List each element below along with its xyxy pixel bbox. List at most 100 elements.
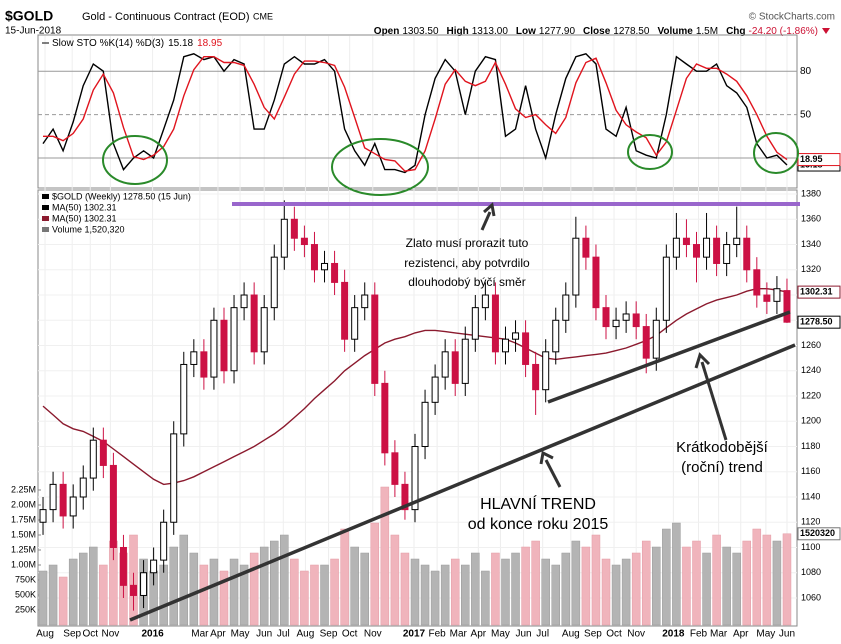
candle-body [783,290,791,323]
volume-bar [722,546,731,626]
candle-body [59,483,67,517]
candle-body [220,319,228,372]
x-tick-label: Oct [606,629,622,640]
candle-body [471,307,479,340]
candle-body [461,338,469,384]
candle-body [572,237,580,296]
annotation-shapes [102,132,800,622]
volume-bar [219,570,229,626]
volume-bar [491,552,500,626]
x-tick-label: Nov [627,629,645,640]
candle-body [250,294,258,353]
volume-bar [89,546,98,626]
y-tick-label: 1180 [801,441,820,451]
quote-value: -24.20 (-1.86%) [749,26,818,37]
candle-body [260,307,268,353]
volume-bar [762,534,772,626]
volume-bar [340,528,349,626]
x-tick-label: Aug [562,629,580,640]
volume-bar [380,486,390,626]
short-trend-line [547,310,791,404]
candle-body [592,256,600,309]
line [43,56,788,172]
line [42,288,788,486]
candle-body [512,332,520,340]
x-tick-label: 2016 [141,629,164,640]
volume-bar [239,564,249,626]
y2-tick-label: 1.25M [11,544,36,554]
y-tick-label: 80 [800,66,812,77]
x-tick-label: Jun [256,629,272,640]
x-tick-label: Apr [471,629,487,640]
x-tick-label: Mar [450,629,468,640]
end-label: 1278.50 [800,317,833,327]
volume-bar [179,534,189,626]
x-tick-label: May [231,629,250,640]
volume-bar [531,540,540,626]
x-tick-label: Nov [101,629,119,640]
candle-body [371,294,379,384]
legend-text: Slow STO %K(14) %D(3) [52,38,164,49]
y-tick-label: 1340 [801,239,821,249]
quote-value: 1277.90 [539,26,576,37]
source: © StockCharts.com [749,12,835,23]
volume-bar [682,546,691,626]
candle-body [310,244,318,271]
candle-body [642,326,650,359]
line [42,53,788,174]
volume-bar [78,552,88,626]
y-tick-label: 1200 [801,416,821,426]
exchange: CME [253,11,273,21]
candle-body [632,313,640,328]
candle-body [582,237,590,258]
candle-body [351,307,359,340]
candle-body [119,546,127,586]
quote-value: 1303.50 [402,26,439,37]
candle-body [491,294,499,353]
candle-body [170,433,178,523]
date: 15-Jun-2018 [5,26,62,37]
volume-bar [310,564,319,626]
volume-bar [68,558,78,626]
legend-entry: MA(50) 1302.31 [52,213,117,223]
volume-bar [259,546,269,626]
candle-body [682,237,690,246]
candle-body [290,218,298,239]
x-tick-label: Oct [342,629,358,640]
end-label-box [797,527,841,541]
x-tick-label: Feb [429,629,447,640]
quote: Open 1303.50 High 1313.00 Low 1277.90 Close 127… [374,26,818,37]
candle-body [703,237,711,258]
annotation: dlouhodobý býčí směr [408,275,525,289]
volume-bar [581,546,591,626]
x-tick-label: Mar [710,629,728,640]
y-tick-label: 1080 [801,567,821,577]
candle-body [743,237,751,271]
volume-bar [199,564,209,626]
candle-body [200,351,208,378]
candle-body [763,294,771,302]
volume-bar [732,552,741,626]
quote-value: 1278.50 [613,26,650,37]
x-tick-label: Apr [733,629,749,640]
quote-label: Volume [657,26,693,37]
candle-body [692,244,700,258]
volume-bar [511,552,520,626]
volume-bar [641,540,651,626]
x-tick-label: Sep [584,629,602,640]
quote-label: Open [374,26,400,37]
annotation: Krátkodobější [676,439,769,456]
x-tick-label: Apr [210,629,226,640]
volume-bar [501,558,510,626]
volume-bar [541,558,550,626]
candle-body [441,351,449,378]
candle-body [753,269,761,296]
candle-body [160,521,168,561]
candle-body [532,363,540,391]
annotation: rezistenci, aby potvrdilo [404,256,530,270]
y2-tick-label: 2.00M [11,499,36,509]
volume-bar [591,534,601,626]
volume-bar [159,564,168,626]
candle-body [733,237,741,246]
y2-tick-label: 1.00M [11,559,36,569]
